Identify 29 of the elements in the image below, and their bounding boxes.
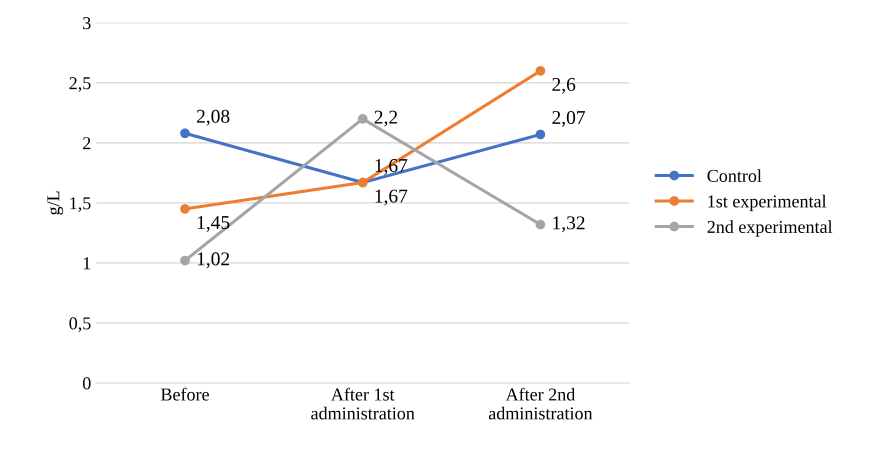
data-label: 1,32 xyxy=(553,216,584,232)
data-label: 2,07 xyxy=(552,110,586,127)
point xyxy=(180,256,190,266)
data-label: 1,45 xyxy=(198,216,230,232)
y-tick-label: 0,5 xyxy=(69,317,91,332)
point xyxy=(180,204,190,214)
legend-label: 1st experimental xyxy=(708,194,826,212)
point xyxy=(536,66,546,76)
legend-label: Control xyxy=(707,169,762,182)
y-tick-label: 0 xyxy=(82,377,91,390)
y-tick-label: 2,5 xyxy=(70,77,91,92)
y-tick-label: 1,5 xyxy=(70,197,91,212)
data-label: 2,08 xyxy=(196,110,230,126)
legend-label: 2nd experimental xyxy=(708,220,832,237)
point xyxy=(358,114,368,124)
y-tick-label: 3 xyxy=(83,17,91,30)
x-tick-label: After 1st administration xyxy=(311,388,415,420)
y-tick-label: 1 xyxy=(84,257,90,270)
point xyxy=(536,130,546,140)
data-label: 2,2 xyxy=(374,110,398,127)
data-label: 2,6 xyxy=(552,78,576,94)
point xyxy=(536,220,546,230)
point xyxy=(180,128,190,138)
x-tick-label: After 2nd administration xyxy=(488,388,592,420)
x-tick-label: Before xyxy=(160,388,209,401)
y-axis-title: g/L xyxy=(47,191,64,215)
data-label: 1,02 xyxy=(198,252,230,268)
data-label: 1,67 xyxy=(376,190,408,206)
y-tick-label: 2 xyxy=(83,137,90,150)
